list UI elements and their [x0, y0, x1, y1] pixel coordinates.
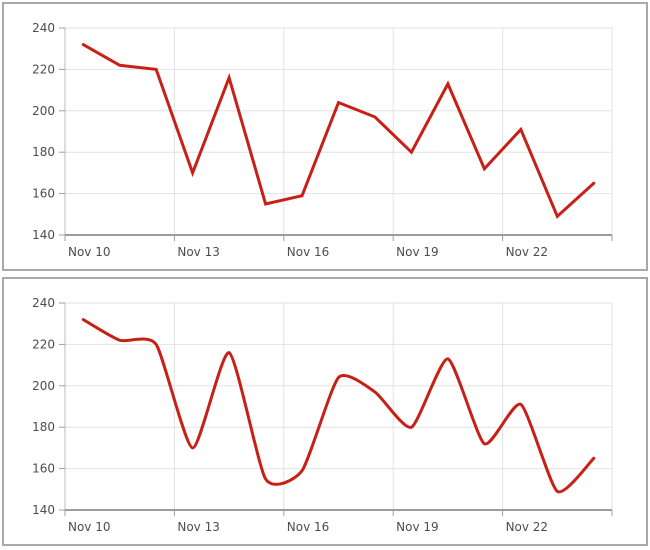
x-axis-label: Nov 10	[68, 245, 111, 259]
x-axis-label: Nov 22	[506, 520, 549, 534]
x-axis-label: Nov 13	[177, 520, 220, 534]
y-axis-label: 200	[32, 104, 55, 118]
y-axis-label: 200	[32, 379, 55, 393]
x-axis-label: Nov 16	[287, 245, 330, 259]
y-axis-label: 180	[32, 420, 55, 434]
y-axis-label: 180	[32, 145, 55, 159]
y-axis-label: 220	[32, 62, 55, 76]
y-axis-label: 160	[32, 187, 55, 201]
line-series-line[interactable]	[81, 43, 596, 219]
x-axis-label: Nov 10	[68, 520, 111, 534]
y-axis-label: 140	[32, 503, 55, 517]
y-axis-label: 240	[32, 296, 55, 310]
y-axis-label: 220	[32, 337, 55, 351]
x-axis-label: Nov 13	[177, 245, 220, 259]
x-axis-label: Nov 19	[396, 520, 439, 534]
line-chart-canvas[interactable]: 140 160 180 200 220 240 Nov 10 Nov 13 Nov 16 Nov …	[4, 4, 646, 269]
y-axis-label: 240	[32, 21, 55, 35]
spline-series-line[interactable]	[81, 318, 596, 494]
spline-chart-canvas[interactable]: 140 160 180 200 220 240 Nov 10 Nov 13 Nov 16 Nov …	[4, 279, 646, 544]
x-axis-label: Nov 22	[506, 245, 549, 259]
spline-chart-panel: 140 160 180 200 220 240 Nov 10 Nov 13 Nov 16 Nov …	[2, 277, 648, 546]
line-chart-panel: 140 160 180 200 220 240 Nov 10 Nov 13 Nov 16 Nov …	[2, 2, 648, 271]
y-axis-label: 140	[32, 228, 55, 242]
x-axis-label: Nov 16	[287, 520, 330, 534]
x-axis-label: Nov 19	[396, 245, 439, 259]
y-axis-label: 160	[32, 462, 55, 476]
